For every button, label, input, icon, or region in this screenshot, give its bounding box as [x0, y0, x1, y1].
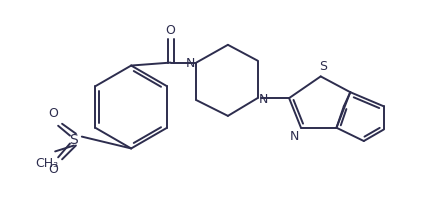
- Text: N: N: [258, 93, 268, 106]
- Text: O: O: [166, 24, 176, 37]
- Text: O: O: [48, 163, 58, 176]
- Text: S: S: [70, 132, 78, 147]
- Text: S: S: [319, 60, 327, 73]
- Text: N: N: [290, 130, 299, 143]
- Text: O: O: [48, 107, 58, 120]
- Text: N: N: [186, 57, 195, 70]
- Text: CH₃: CH₃: [36, 157, 59, 170]
